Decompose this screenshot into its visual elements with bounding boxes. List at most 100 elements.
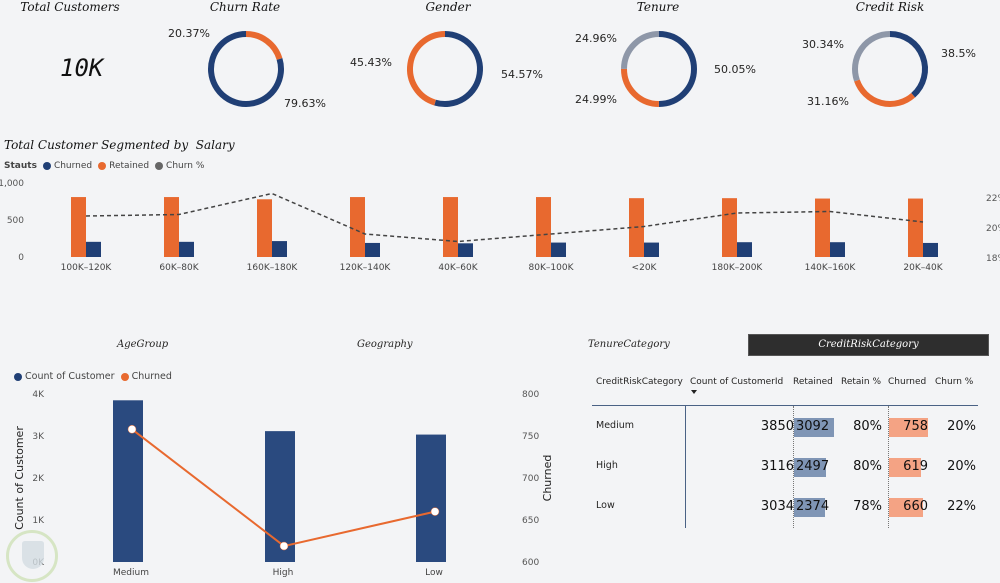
- col-header-retain-pct[interactable]: Retain %: [841, 377, 882, 387]
- legend-label[interactable]: Count of Customer: [25, 371, 115, 382]
- donut-segment[interactable]: [245, 31, 283, 60]
- bar-churned[interactable]: [272, 241, 287, 257]
- salary-chart[interactable]: 0 500 1,000 18% 20% 22% 100K–120K 60K–80K 160K–1…: [0, 175, 1000, 275]
- y-tick-label: 0: [18, 253, 24, 263]
- table-row[interactable]: High 3116 2497 80% 619 20%: [590, 454, 980, 484]
- x-tick-label: 80K–100K: [529, 263, 575, 273]
- donut-title: Tenure: [636, 0, 680, 14]
- y-axis-title: Count of Customer: [13, 426, 26, 530]
- donut-segment[interactable]: [208, 31, 284, 107]
- cell-retained: 2497: [796, 459, 830, 474]
- donut-churn-rate[interactable]: Churn Rate 20.37% 79.63%: [168, 0, 326, 120]
- y-tick-label: 4K: [32, 390, 45, 400]
- col-header-churned[interactable]: Churned: [888, 377, 927, 387]
- line-churn-pct[interactable]: [85, 192, 924, 243]
- line-marker[interactable]: [430, 507, 440, 516]
- bar-churned[interactable]: [737, 242, 752, 257]
- legend-label[interactable]: Retained: [109, 161, 150, 171]
- row-category: Low: [596, 500, 615, 511]
- donut-segment[interactable]: [621, 68, 660, 107]
- donut-chart: [208, 31, 284, 107]
- bar-churned[interactable]: [86, 241, 101, 257]
- bar-churned[interactable]: [179, 241, 194, 257]
- legend-label[interactable]: Churn %: [166, 161, 205, 171]
- sort-desc-icon[interactable]: [691, 390, 697, 394]
- donut-credit-risk[interactable]: Credit Risk 30.34% 38.5% 31.16%: [800, 0, 976, 120]
- header-divider: [592, 405, 978, 406]
- cell-count: 3850: [760, 419, 794, 434]
- bar-churned[interactable]: [551, 242, 566, 257]
- bar-retained[interactable]: [815, 198, 830, 257]
- bar-retained[interactable]: [350, 197, 365, 257]
- y-tick-label: 1K: [32, 516, 45, 526]
- y2-tick-label: 750: [522, 432, 539, 442]
- donut-label: 54.57%: [501, 68, 543, 81]
- bar-retained[interactable]: [71, 197, 86, 257]
- donut-label: 20.37%: [168, 27, 210, 40]
- donut-title: Gender: [425, 0, 471, 14]
- donut-segment[interactable]: [407, 31, 446, 106]
- column-divider: [685, 406, 686, 528]
- bar-retained[interactable]: [536, 197, 551, 257]
- column-divider: [793, 406, 794, 528]
- bar-retained[interactable]: [908, 198, 923, 257]
- legend-label[interactable]: Churned: [131, 371, 172, 382]
- legend-dot-churn-pct: [155, 162, 164, 170]
- cell-count: 3116: [760, 459, 794, 474]
- bar-count[interactable]: [265, 431, 295, 562]
- donut-segment[interactable]: [658, 31, 697, 107]
- bar-count[interactable]: [113, 400, 143, 562]
- combo-chart[interactable]: 0K1K2K3K4K600650700750800Count of Custom…: [0, 385, 580, 583]
- donut-gender[interactable]: Gender 45.43% 54.57%: [350, 0, 543, 120]
- donut-label: 79.63%: [284, 97, 326, 110]
- retained-databar: [794, 498, 825, 517]
- legend-label[interactable]: Churned: [53, 161, 93, 171]
- cell-churn-pct: 20%: [947, 419, 976, 434]
- donut-segment[interactable]: [889, 31, 928, 98]
- bar-retained[interactable]: [257, 199, 272, 257]
- y-tick-label: 1,000: [0, 179, 24, 189]
- x-tick-label: High: [273, 568, 294, 578]
- donut-label: 24.96%: [575, 32, 617, 45]
- churned-databar: [889, 498, 923, 517]
- col-header-churn-pct[interactable]: Churn %: [935, 377, 974, 387]
- col-header-retained[interactable]: Retained: [793, 377, 833, 387]
- bar-churned[interactable]: [365, 242, 380, 257]
- bar-retained[interactable]: [722, 198, 737, 257]
- slicer-tab-agegroup[interactable]: AgeGroup: [117, 339, 169, 350]
- donut-tenure[interactable]: Tenure 24.96% 50.05% 24.99%: [570, 0, 756, 120]
- bar-churned[interactable]: [458, 243, 473, 257]
- col-header-category[interactable]: CreditRiskCategory: [596, 377, 683, 387]
- slicer-tab-tenurecategory[interactable]: TenureCategory: [588, 339, 670, 350]
- cell-churn-pct: 22%: [947, 499, 976, 514]
- bar-retained[interactable]: [164, 197, 179, 257]
- col-header-count[interactable]: Count of CustomerId: [690, 377, 784, 387]
- y-tick-label: 2K: [32, 474, 45, 484]
- donut-segment[interactable]: [434, 31, 483, 107]
- slicer-tab-creditriskcategory[interactable]: CreditRiskCategory: [748, 334, 989, 356]
- donut-segment[interactable]: [621, 31, 660, 70]
- churned-databar: [889, 458, 921, 477]
- slicer-tab-geography[interactable]: Geography: [357, 339, 413, 350]
- bar-retained[interactable]: [443, 197, 458, 257]
- table-row[interactable]: Low 3034 2374 78% 660 22%: [590, 494, 980, 524]
- y-tick-label: 3K: [32, 432, 45, 442]
- donut-segment[interactable]: [854, 79, 916, 107]
- y2-tick-label: 800: [522, 390, 539, 400]
- donut-label: 30.34%: [802, 38, 844, 51]
- bar-churned[interactable]: [923, 242, 938, 257]
- donut-label: 50.05%: [714, 63, 756, 76]
- line-marker[interactable]: [127, 425, 137, 434]
- legend-dot-churned: [120, 372, 129, 381]
- bar-count[interactable]: [416, 434, 446, 562]
- bar-churned[interactable]: [830, 242, 845, 257]
- donut-segment[interactable]: [852, 31, 891, 82]
- x-tick-label: 40K–60K: [438, 263, 478, 273]
- donut-chart: [621, 31, 697, 107]
- table-row[interactable]: Medium 3850 3092 80% 758 20%: [590, 414, 980, 444]
- donut-label: 31.16%: [807, 95, 849, 108]
- combo-chart-legend: Count of Customer Churned: [14, 371, 172, 382]
- y2-tick-label: 600: [522, 558, 539, 568]
- bar-churned[interactable]: [644, 242, 659, 257]
- line-marker[interactable]: [279, 541, 289, 551]
